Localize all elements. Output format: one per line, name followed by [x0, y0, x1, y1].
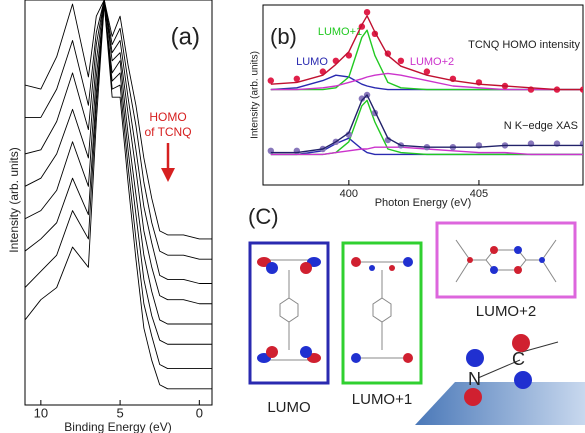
data-point	[268, 77, 274, 83]
plot-frame	[263, 5, 583, 185]
data-point	[398, 58, 404, 64]
panel-label: (b)	[270, 24, 297, 49]
plot-area	[268, 9, 585, 154]
x-tick-label: 0	[196, 405, 203, 420]
annotation: LUMO	[296, 56, 328, 68]
y-axis-label: Intensity (arb. units)	[7, 147, 21, 252]
atom-label: N	[468, 369, 481, 389]
annotation: LUMO+1	[318, 26, 362, 38]
atom-label: C	[512, 349, 525, 369]
line	[25, 4, 212, 389]
molecule-label: LUMO+2	[476, 303, 536, 320]
annotation: HOMO	[149, 110, 186, 124]
line	[25, 4, 212, 344]
annotation: of TCNQ	[144, 125, 191, 139]
atom	[514, 371, 532, 389]
x-axis-label: Photon Energy (eV)	[375, 197, 472, 209]
data-point	[364, 9, 370, 15]
panel-a: (a) 10 5 0 Binding Energy (eV) Intensity (ar…	[7, 0, 212, 433]
molecule-label: LUMO+1	[352, 391, 412, 408]
molecule	[358, 262, 406, 358]
annotation: LUMO+2	[410, 56, 454, 68]
panel-c: (C) LUMO LUMO+1	[248, 204, 585, 425]
annotation: N K−edge XAS	[504, 120, 578, 132]
data-point	[294, 76, 300, 82]
line	[25, 4, 212, 369]
surface	[415, 382, 585, 425]
x-tick-label: 5	[116, 405, 123, 420]
atom	[466, 349, 484, 367]
line	[25, 4, 212, 324]
annotation: TCNQ HOMO intensity	[468, 39, 580, 51]
atom	[464, 388, 482, 406]
y-axis-label: Intensity (arb. units)	[250, 51, 261, 139]
arrow-head	[161, 168, 175, 182]
x-axis-label: Binding Energy (eV)	[64, 420, 171, 433]
x-tick-label: 10	[34, 405, 48, 420]
panel-label: (a)	[171, 23, 200, 50]
panel-label: (C)	[248, 204, 279, 229]
lumo2-box	[437, 223, 575, 297]
molecule	[270, 260, 308, 360]
x-tick-label: 405	[470, 188, 488, 200]
x-tick-label: 400	[340, 188, 358, 200]
figure: (a) 10 5 0 Binding Energy (eV) Intensity (ar…	[0, 0, 585, 433]
molecule-label: LUMO	[267, 399, 310, 416]
plot-area	[25, 0, 212, 389]
